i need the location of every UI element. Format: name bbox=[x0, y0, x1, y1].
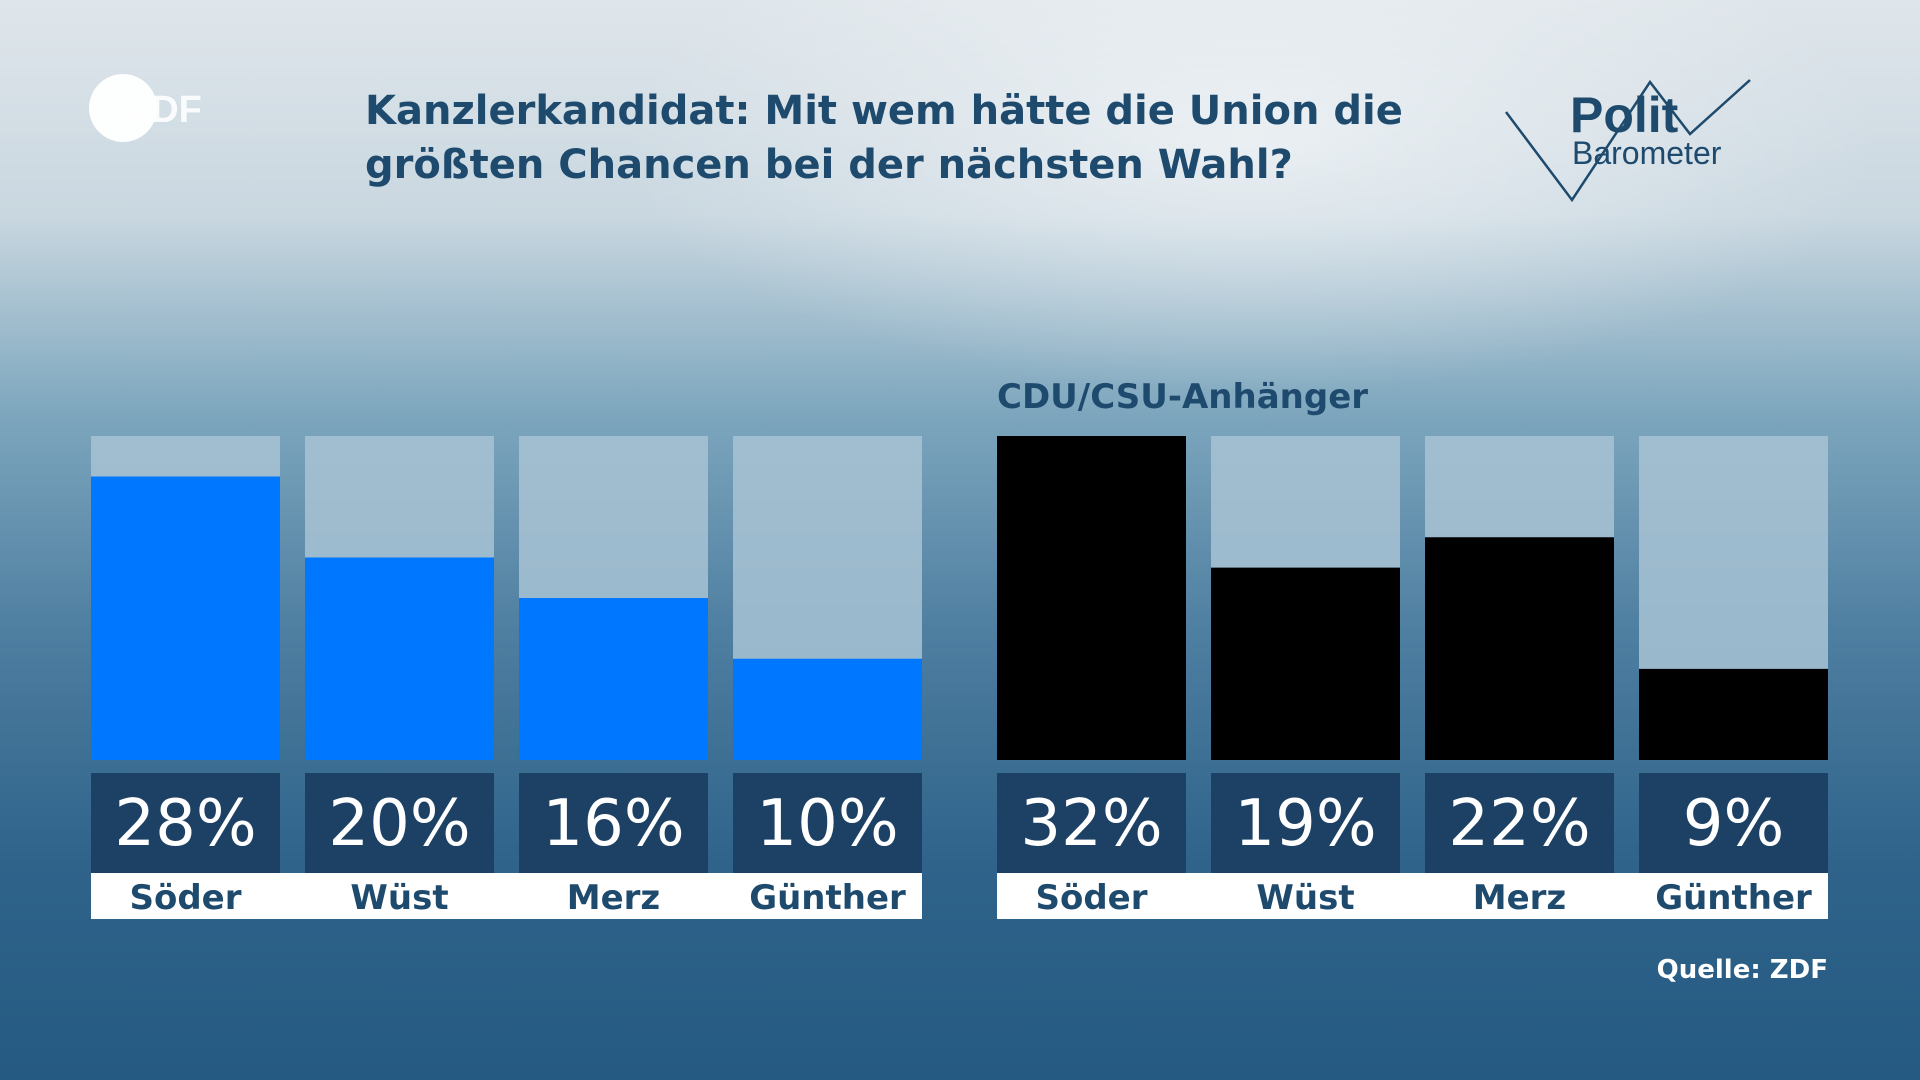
zdf-logo: ZDF bbox=[89, 74, 202, 142]
data-label: 28% bbox=[114, 787, 256, 861]
zdf-logo-text: ZDF bbox=[128, 89, 202, 131]
category-label: Söder bbox=[129, 878, 241, 918]
category-label-strip bbox=[91, 873, 922, 919]
data-label: 20% bbox=[328, 787, 470, 861]
politbarometer-logo-line-2: Barometer bbox=[1572, 135, 1722, 171]
data-label: 10% bbox=[756, 787, 898, 861]
politbarometer-line-icon bbox=[1505, 79, 1751, 203]
bar bbox=[519, 598, 708, 760]
bar bbox=[91, 476, 280, 760]
chart-title-line-2: größten Chancen bei der nächsten Wahl? bbox=[365, 142, 1293, 188]
category-label: Wüst bbox=[350, 878, 448, 918]
value-box bbox=[519, 773, 708, 873]
chart-title: Kanzlerkandidat: Mit wem hätte die Union… bbox=[365, 84, 1415, 192]
chart-title-line-1: Kanzlerkandidat: Mit wem hätte die Union… bbox=[365, 88, 1403, 134]
politbarometer-logo-line-1: Polit bbox=[1570, 87, 1679, 143]
bar bbox=[1639, 668, 1828, 760]
group-label-supporters: CDU/CSU-Anhänger bbox=[997, 377, 1369, 417]
bar bbox=[1425, 537, 1614, 760]
bar bbox=[733, 658, 922, 760]
category-label: Günther bbox=[749, 878, 906, 918]
data-label: 19% bbox=[1234, 787, 1376, 861]
category-label-strip bbox=[997, 873, 1828, 919]
category-label: Günther bbox=[1655, 878, 1812, 918]
category-label: Merz bbox=[1473, 878, 1566, 918]
bar bbox=[997, 436, 1186, 760]
bar bbox=[305, 557, 494, 760]
data-label: 9% bbox=[1683, 787, 1785, 861]
value-box bbox=[733, 773, 922, 873]
value-box bbox=[1211, 773, 1400, 873]
value-box bbox=[91, 773, 280, 873]
bar bbox=[1211, 567, 1400, 760]
value-box bbox=[997, 773, 1186, 873]
politbarometer-logo: Polit Barometer bbox=[1505, 79, 1751, 203]
data-label: 22% bbox=[1448, 787, 1590, 861]
value-box bbox=[1639, 773, 1828, 873]
category-label: Wüst bbox=[1256, 878, 1354, 918]
value-box bbox=[305, 773, 494, 873]
value-box bbox=[1425, 773, 1614, 873]
category-label: Söder bbox=[1035, 878, 1147, 918]
category-label: Merz bbox=[567, 878, 660, 918]
data-label: 32% bbox=[1020, 787, 1162, 861]
source-note: Quelle: ZDF bbox=[1656, 955, 1828, 985]
data-label: 16% bbox=[542, 787, 684, 861]
